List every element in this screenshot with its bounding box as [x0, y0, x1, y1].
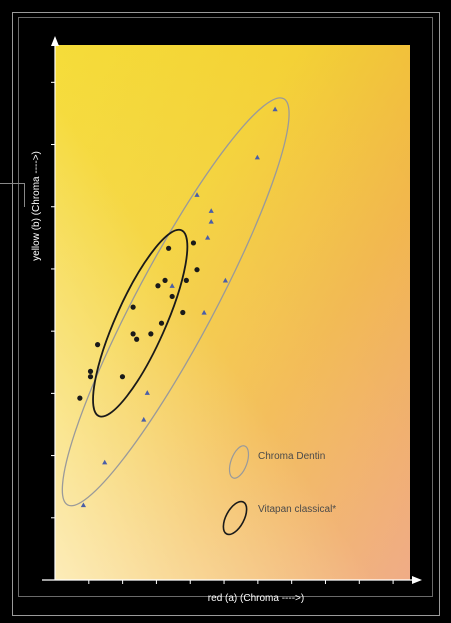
y-axis-arrow	[51, 36, 59, 46]
point-chroma-dentin	[272, 106, 278, 112]
point-vitapan	[166, 245, 172, 251]
point-vitapan	[95, 342, 101, 348]
points-layer	[77, 106, 278, 508]
point-chroma-dentin	[80, 502, 86, 508]
point-chroma-dentin	[208, 218, 214, 224]
point-chroma-dentin	[102, 459, 108, 465]
ellipse-vitapan	[92, 228, 189, 418]
point-chroma-dentin	[254, 154, 260, 160]
x-axis-arrow	[412, 576, 422, 584]
point-vitapan	[183, 277, 189, 283]
point-vitapan	[190, 240, 197, 246]
point-chroma-dentin	[201, 309, 207, 315]
y-axis-title: yellow (b) (Chroma ---->)	[31, 151, 42, 261]
x-axis-title: red (a) (Chroma ---->)	[208, 593, 304, 604]
point-vitapan	[155, 283, 161, 289]
point-vitapan	[158, 320, 165, 326]
y-ticks	[51, 81, 55, 519]
point-vitapan	[130, 331, 136, 337]
point-vitapan	[77, 395, 83, 401]
ellipse-chroma-dentin	[61, 97, 290, 507]
point-chroma-dentin	[208, 208, 214, 213]
point-chroma-dentin	[194, 192, 200, 197]
point-chroma-dentin	[169, 283, 175, 288]
x-ticks	[88, 580, 394, 584]
ellipses-layer	[61, 97, 290, 507]
point-vitapan	[180, 309, 186, 316]
point-vitapan	[119, 374, 126, 380]
inner-frame	[18, 17, 433, 597]
outer-frame	[12, 12, 440, 616]
legend-label-vitapan: Vitapan classical*	[258, 504, 336, 515]
point-vitapan	[169, 293, 175, 300]
point-vitapan	[148, 331, 154, 337]
point-vitapan	[162, 277, 168, 283]
edge-tick	[24, 183, 25, 207]
legend-label-chroma-dentin: Chroma Dentin	[258, 451, 325, 462]
point-chroma-dentin	[144, 390, 150, 395]
point-chroma-dentin	[141, 416, 147, 422]
point-chroma-dentin	[222, 277, 228, 283]
point-vitapan	[134, 336, 140, 342]
legend-swatch-vitapan	[222, 500, 248, 536]
point-vitapan	[194, 267, 200, 273]
point-vitapan	[87, 368, 94, 374]
point-chroma-dentin	[205, 235, 211, 240]
legend-swatch-chroma-dentin	[228, 445, 250, 479]
plot-glow	[55, 45, 410, 580]
edge-line	[0, 183, 25, 184]
point-vitapan	[130, 304, 136, 310]
point-vitapan	[87, 374, 94, 380]
